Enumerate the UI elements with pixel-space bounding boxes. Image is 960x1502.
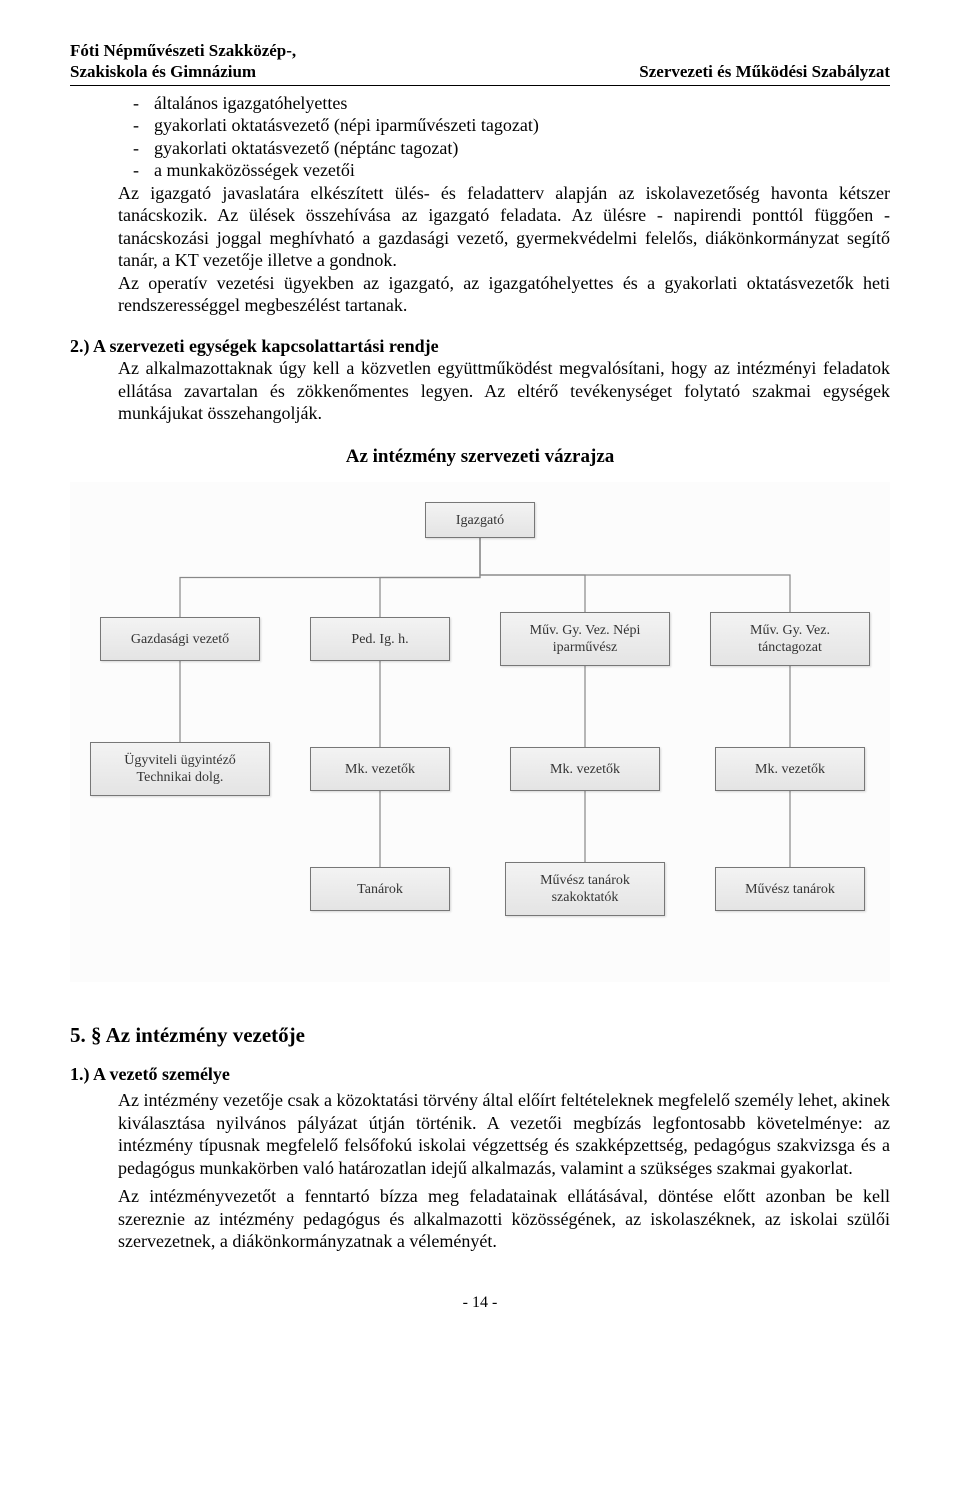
subsection-1-heading: 1.) A vezető személye bbox=[70, 1063, 890, 1086]
bullet-list: -általános igazgatóhelyettes -gyakorlati… bbox=[118, 92, 890, 182]
section-2-heading: 2.) A szervezeti egységek kapcsolattartá… bbox=[70, 335, 890, 358]
page-footer: - 14 - bbox=[70, 1293, 890, 1313]
org-node-root: Igazgató bbox=[425, 502, 535, 538]
org-chart-title: Az intézmény szervezeti vázrajza bbox=[70, 445, 890, 469]
dash-icon: - bbox=[118, 114, 154, 137]
list-item: -gyakorlati oktatásvezető (néptánc tagoz… bbox=[118, 137, 890, 160]
org-node-muv1: Műv. Gy. Vez. Népi iparművész bbox=[500, 612, 670, 666]
org-node-mk1: Mk. vezetők bbox=[310, 747, 450, 791]
page-header: Fóti Népművészeti Szakközép-, Szakiskola… bbox=[70, 40, 890, 86]
list-item: -a munkaközösségek vezetői bbox=[118, 159, 890, 182]
dash-icon: - bbox=[118, 92, 154, 115]
org-node-mk2: Mk. vezetők bbox=[510, 747, 660, 791]
section-5-heading: 5. § Az intézmény vezetője bbox=[70, 1022, 890, 1048]
paragraph: Az igazgató javaslatára elkészített ülés… bbox=[118, 182, 890, 272]
org-node-tan: Tanárok bbox=[310, 867, 450, 911]
org-node-ugy: Ügyviteli ügyintéző Technikai dolg. bbox=[90, 742, 270, 796]
bullet-text: általános igazgatóhelyettes bbox=[154, 92, 347, 115]
bullet-text: gyakorlati oktatásvezető (népi iparművés… bbox=[154, 114, 539, 137]
bullet-text: gyakorlati oktatásvezető (néptánc tagoza… bbox=[154, 137, 458, 160]
subsection-1-para2: Az intézményvezetőt a fenntartó bízza me… bbox=[118, 1185, 890, 1253]
bullet-text: a munkaközösségek vezetői bbox=[154, 159, 355, 182]
dash-icon: - bbox=[118, 137, 154, 160]
section-2-body: Az alkalmazottaknak úgy kell a közvetlen… bbox=[118, 357, 890, 425]
org-node-mk3: Mk. vezetők bbox=[715, 747, 865, 791]
org-node-muvtan2: Művész tanárok bbox=[715, 867, 865, 911]
list-item: -általános igazgatóhelyettes bbox=[118, 92, 890, 115]
header-left: Fóti Népművészeti Szakközép-, Szakiskola… bbox=[70, 40, 296, 83]
org-node-ped: Ped. Ig. h. bbox=[310, 617, 450, 661]
paragraph: Az operatív vezetési ügyekben az igazgat… bbox=[118, 272, 890, 317]
dash-icon: - bbox=[118, 159, 154, 182]
header-left-line2: Szakiskola és Gimnázium bbox=[70, 61, 296, 82]
org-chart: Igazgató Gazdasági vezető Ped. Ig. h. Műv. … bbox=[70, 482, 890, 982]
org-node-muvtan1: Művész tanárok szakoktatók bbox=[505, 862, 665, 916]
org-node-gazd: Gazdasági vezető bbox=[100, 617, 260, 661]
list-item: -gyakorlati oktatásvezető (népi iparművé… bbox=[118, 114, 890, 137]
org-node-muv2: Műv. Gy. Vez. tánctagozat bbox=[710, 612, 870, 666]
header-right: Szervezeti és Működési Szabályzat bbox=[639, 61, 890, 82]
subsection-1-para1: Az intézmény vezetője csak a közoktatási… bbox=[118, 1089, 890, 1179]
header-left-line1: Fóti Népművészeti Szakközép-, bbox=[70, 40, 296, 61]
